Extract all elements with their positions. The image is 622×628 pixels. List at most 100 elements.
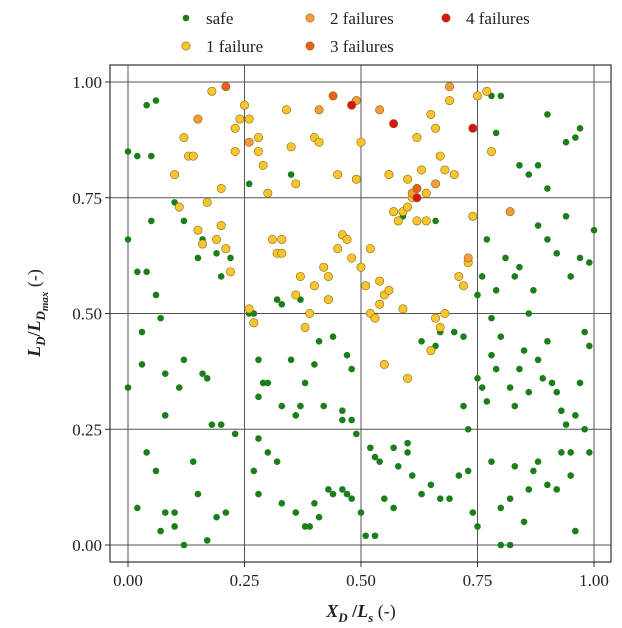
legend-item-3-failures: 3 failures: [305, 37, 394, 56]
data-point: [576, 254, 584, 262]
data-point: [216, 183, 226, 193]
data-point: [431, 123, 441, 133]
data-point: [278, 500, 286, 507]
data-point: [426, 346, 436, 356]
data-point: [483, 236, 491, 243]
data-point: [572, 412, 579, 419]
data-point: [558, 449, 565, 456]
data-point: [356, 137, 366, 147]
data-point: [226, 267, 236, 277]
legend-label: 2 failures: [330, 9, 394, 28]
data-point: [259, 379, 267, 387]
legend-label: safe: [206, 9, 233, 28]
data-point: [213, 250, 220, 257]
data-point: [203, 375, 211, 382]
data-point: [343, 490, 351, 498]
data-point: [319, 262, 329, 272]
data-point: [586, 449, 593, 456]
data-point: [143, 268, 150, 276]
data-point: [152, 291, 160, 299]
data-point: [520, 347, 528, 354]
data-point: [281, 105, 291, 115]
data-point: [497, 504, 505, 512]
x-tick-label: 0.25: [230, 571, 260, 590]
data-point: [134, 152, 141, 160]
data-point: [440, 308, 450, 318]
data-point: [525, 486, 533, 493]
data-point: [486, 146, 496, 156]
data-point: [240, 100, 250, 110]
data-point: [534, 356, 542, 364]
data-point: [278, 402, 286, 410]
data-point: [351, 174, 361, 184]
data-point: [342, 234, 352, 244]
data-point: [492, 129, 500, 137]
data-point: [134, 268, 141, 276]
data-point: [180, 217, 188, 225]
data-point: [188, 151, 198, 161]
data-point: [180, 356, 188, 364]
data-point: [362, 532, 369, 540]
data-point: [124, 236, 132, 243]
data-point: [544, 111, 551, 118]
data-point: [300, 322, 310, 332]
data-point: [287, 356, 295, 364]
data-point: [194, 490, 202, 498]
data-point: [463, 253, 473, 263]
data-point: [506, 541, 514, 549]
data-point: [273, 296, 281, 303]
data-point: [459, 281, 469, 291]
series-4-failures: [347, 100, 478, 203]
data-point: [418, 337, 425, 345]
data-point: [179, 133, 189, 143]
data-point: [134, 504, 141, 512]
data-point: [314, 105, 324, 115]
data-point: [258, 160, 268, 170]
y-tick-label: 0.50: [72, 305, 102, 324]
data-point: [277, 234, 287, 244]
data-point: [562, 421, 570, 428]
y-tick-label: 1.00: [72, 73, 102, 92]
data-point: [581, 425, 588, 433]
data-point: [278, 300, 286, 308]
data-point: [329, 490, 337, 498]
data-point: [403, 202, 413, 212]
data-point: [353, 430, 360, 438]
data-point: [356, 262, 366, 272]
data-point: [148, 152, 155, 160]
data-point: [558, 407, 565, 415]
data-point: [468, 211, 478, 221]
data-point: [202, 197, 212, 207]
data-point: [212, 234, 222, 244]
data-point: [544, 481, 551, 489]
data-point: [534, 162, 542, 169]
data-point: [348, 416, 355, 424]
data-point: [492, 287, 500, 294]
data-point: [440, 165, 450, 175]
data-point: [235, 114, 245, 124]
data-point: [381, 495, 388, 503]
data-point: [525, 388, 533, 396]
data-point: [221, 82, 231, 92]
data-point: [244, 137, 254, 147]
data-point: [567, 273, 574, 280]
data-point: [572, 527, 579, 535]
data-point: [464, 425, 472, 433]
data-point: [161, 509, 169, 516]
data-point: [305, 308, 315, 318]
data-point: [431, 313, 441, 323]
data-point: [553, 388, 561, 396]
data-point: [329, 333, 337, 340]
data-point: [417, 165, 427, 175]
legend-item-safe: safe: [182, 9, 233, 28]
data-point: [478, 384, 486, 391]
data-point: [482, 86, 492, 96]
data-point: [472, 91, 482, 101]
data-point: [250, 467, 258, 475]
data-point: [483, 398, 491, 405]
data-point: [586, 259, 593, 266]
data-point: [347, 253, 357, 263]
data-point: [581, 328, 588, 336]
data-point: [488, 314, 495, 322]
data-point: [292, 509, 300, 516]
